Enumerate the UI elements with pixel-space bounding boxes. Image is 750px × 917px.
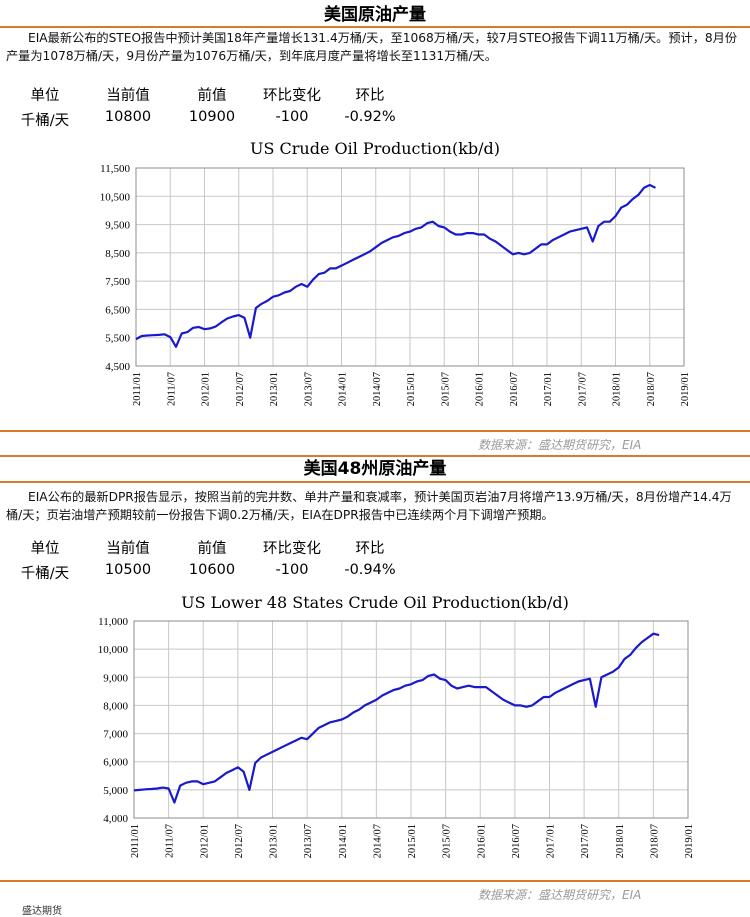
value-pct: -0.92%: [344, 109, 396, 125]
divider-section2-title: [0, 481, 750, 483]
y-tick-label: 10,000: [98, 644, 129, 656]
x-tick-label: 2011/01: [132, 372, 143, 406]
header-unit: 单位: [30, 541, 60, 557]
x-tick-label: 2014/01: [338, 372, 349, 406]
header-change: 环比变化: [263, 88, 321, 104]
chart-title-lower48: US Lower 48 States Crude Oil Production(…: [181, 593, 569, 612]
value-previous: 10900: [188, 109, 236, 125]
x-tick-label: 2013/07: [303, 372, 314, 406]
header-pct: 环比: [355, 88, 385, 104]
y-tick-label: 10,500: [100, 191, 131, 203]
section-title-crude: 美国原油产量: [324, 5, 426, 25]
stats-header-row: 单位 当前值 前值 环比变化 环比: [0, 537, 420, 557]
x-tick-label: 2014/07: [372, 824, 383, 858]
y-tick-label: 8,500: [105, 248, 130, 260]
y-tick-label: 4,500: [105, 361, 130, 373]
x-tick-label: 2013/01: [269, 372, 280, 406]
x-tick-label: 2015/01: [406, 372, 417, 406]
header-previous: 前值: [197, 541, 227, 557]
y-tick-label: 11,500: [100, 163, 130, 175]
source-note-crude: 数据来源：盛达期货研究，EIA: [478, 438, 642, 452]
y-tick-label: 7,500: [105, 276, 130, 288]
y-tick-label: 6,000: [103, 757, 128, 769]
header-current: 当前值: [106, 541, 150, 557]
y-tick-label: 5,000: [103, 785, 128, 797]
series-line: [135, 183, 656, 348]
value-current: 10800: [104, 109, 152, 125]
x-tick-label: 2011/01: [130, 824, 141, 858]
stats-value-row: 千桶/天 10500 10600 -100 -0.94%: [0, 562, 420, 582]
x-tick-label: 2016/07: [511, 824, 522, 858]
x-tick-label: 2017/07: [580, 824, 591, 858]
x-tick-label: 2013/07: [303, 824, 314, 858]
divider-section2-top: [0, 455, 750, 457]
x-tick-label: 2018/01: [612, 372, 623, 406]
value-pct: -0.94%: [344, 562, 396, 578]
header-pct: 环比: [355, 541, 385, 557]
chart-title-crude: US Crude Oil Production(kb/d): [249, 139, 501, 158]
header-previous: 前值: [197, 88, 227, 104]
x-tick-label: 2013/01: [269, 824, 280, 858]
x-tick-label: 2011/07: [165, 824, 176, 858]
value-unit: 千桶/天: [20, 566, 70, 582]
y-tick-label: 9,500: [105, 220, 130, 232]
divider-mid: [0, 430, 750, 432]
header-current: 当前值: [106, 88, 150, 104]
source-note-lower48: 数据来源：盛达期货研究，EIA: [478, 888, 642, 902]
x-tick-label: 2012/01: [201, 372, 212, 406]
plot-frame: [135, 167, 685, 367]
series-line: [133, 632, 660, 804]
x-tick-label: 2014/01: [338, 824, 349, 858]
divider-top: [0, 26, 750, 28]
x-tick-label: 2018/07: [646, 372, 657, 406]
x-tick-label: 2018/01: [615, 824, 626, 858]
y-tick-label: 8,000: [103, 700, 128, 712]
chart-lower48: 4,000 5,000 6,000 7,000 8,000 9,000 10,000 11,0…: [98, 616, 695, 858]
divider-bottom: [0, 880, 750, 882]
x-tick-label: 2012/07: [234, 824, 245, 858]
y-tick-label: 6,500: [105, 304, 130, 316]
stats-value-row: 千桶/天 10800 10900 -100 -0.92%: [0, 109, 420, 129]
x-tick-label: 2016/01: [475, 372, 486, 406]
x-tick-label: 2012/01: [199, 824, 210, 858]
value-change: -100: [275, 109, 309, 125]
y-tick-label: 4,000: [103, 813, 128, 825]
summary-paragraph-lower48: EIA公布的最新DPR报告显示，按照当前的完井数、单井产量和衰减率，预计美国页岩…: [6, 490, 732, 522]
header-unit: 单位: [30, 88, 60, 104]
x-tick-label: 2016/01: [476, 824, 487, 858]
value-previous: 10600: [188, 562, 236, 578]
y-tick-label: 11,000: [98, 616, 128, 628]
y-tick-label: 9,000: [103, 672, 128, 684]
x-tick-label: 2018/07: [649, 824, 660, 858]
chart-crude: 4,500 5,500 6,500 7,500 8,500 9,500 10,500 11,5…: [100, 163, 691, 406]
x-tick-label: 2015/01: [407, 824, 418, 858]
x-tick-label: 2017/01: [543, 372, 554, 406]
x-tick-label: 2017/01: [546, 824, 557, 858]
value-current: 10500: [104, 562, 152, 578]
value-change: -100: [275, 562, 309, 578]
x-tick-label: 2014/07: [372, 372, 383, 406]
x-tick-label: 2017/07: [577, 372, 588, 406]
x-tick-label: 2015/07: [440, 372, 451, 406]
value-unit: 千桶/天: [20, 113, 70, 129]
x-tick-label: 2019/01: [680, 372, 691, 406]
stats-header-row: 单位 当前值 前值 环比变化 环比: [0, 84, 420, 104]
y-tick-label: 5,500: [105, 333, 130, 345]
header-change: 环比变化: [263, 541, 321, 557]
x-tick-label: 2019/01: [684, 824, 695, 858]
x-tick-label: 2011/07: [166, 372, 177, 406]
x-tick-label: 2016/07: [509, 372, 520, 406]
section-title-lower48: 美国48州原油产量: [303, 459, 447, 479]
x-tick-label: 2015/07: [442, 824, 453, 858]
summary-paragraph-crude: EIA最新公布的STEO报告中预计美国18年产量增长131.4万桶/天，至106…: [6, 31, 738, 63]
plot-frame: [133, 620, 689, 819]
x-tick-label: 2012/07: [235, 372, 246, 406]
y-tick-label: 7,000: [103, 729, 128, 741]
